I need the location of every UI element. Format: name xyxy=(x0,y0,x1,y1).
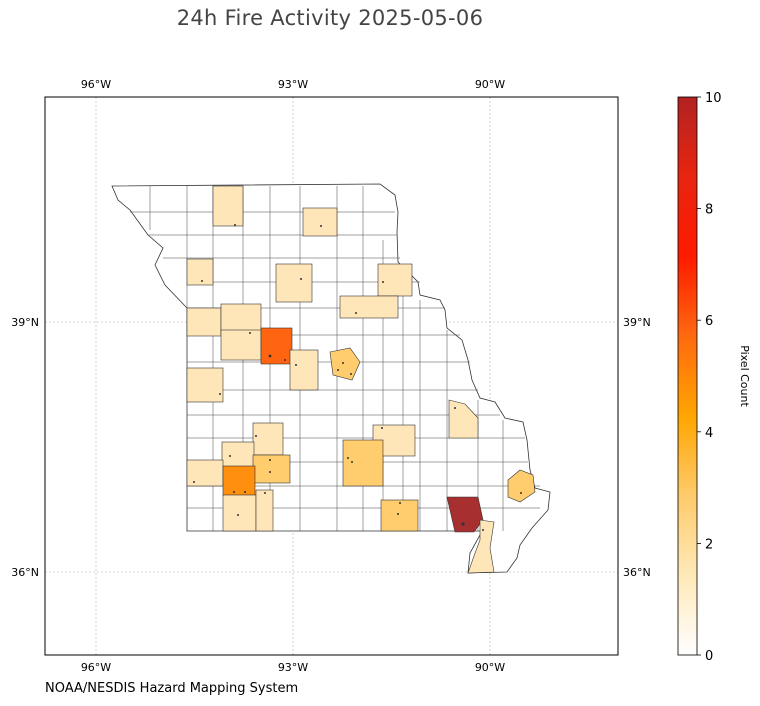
colorbar-tick-label: 4 xyxy=(705,426,713,441)
colorbar-ticks: 0 2 4 6 8 10 xyxy=(697,91,722,664)
colorbar-label: Pixel Count xyxy=(738,345,751,407)
top-lon-tick-96w: 96°W xyxy=(81,78,111,91)
bottom-lon-tick-90w: 90°W xyxy=(475,661,505,674)
county-fire-pettis xyxy=(260,327,293,365)
county-fire-johnson xyxy=(220,329,262,361)
bottom-lon-tick-96w: 96°W xyxy=(81,661,111,674)
county-fire-sullivan xyxy=(302,207,338,237)
county-fire-pemiscot xyxy=(467,519,495,574)
county-fire-stone xyxy=(222,494,257,532)
right-lat-tick-39n: 39°N xyxy=(623,316,651,329)
county-fire-jefferson xyxy=(448,399,479,439)
colorbar-tick-label: 2 xyxy=(705,537,713,552)
county-fire-buchanan xyxy=(186,258,214,286)
fire-detection-points xyxy=(193,224,522,531)
county-fire-barry xyxy=(222,465,256,497)
county-fire-polk xyxy=(252,422,284,456)
county-fire-butler xyxy=(446,496,484,533)
right-lat-tick-36n: 36°N xyxy=(623,566,651,579)
county-fire-bates xyxy=(186,367,224,403)
map-title: 24h Fire Activity 2025-05-06 xyxy=(176,6,484,30)
top-lon-tick-93w: 93°W xyxy=(278,78,308,91)
county-fire-morgan xyxy=(289,349,319,391)
county-fire-chariton xyxy=(275,263,313,303)
county-fire-greene xyxy=(252,454,291,484)
top-lon-tick-90w: 90°W xyxy=(475,78,505,91)
county-fire-ralls xyxy=(339,295,399,319)
county-fire-cedar xyxy=(221,441,255,469)
county-fire-marion xyxy=(377,263,413,297)
county-fire-lawrence xyxy=(186,459,224,487)
fire-counties-layer xyxy=(186,185,536,574)
county-fire-cole xyxy=(329,347,361,381)
county-fire-howell xyxy=(380,499,419,532)
colorbar-tick-label: 6 xyxy=(705,314,713,329)
county-fire-worth xyxy=(212,185,244,227)
colorbar-tick-label: 8 xyxy=(705,203,713,218)
data-source-credit: NOAA/NESDIS Hazard Mapping System xyxy=(45,681,299,696)
colorbar-tick-label: 10 xyxy=(705,91,722,106)
county-fire-dent xyxy=(342,439,384,487)
colorbar-tick-label: 0 xyxy=(705,649,713,664)
left-lat-tick-39n: 39°N xyxy=(11,316,39,329)
county-fire-lafayette xyxy=(220,303,262,335)
bottom-lon-tick-93w: 93°W xyxy=(278,661,308,674)
county-fire-taney xyxy=(255,489,274,532)
map-frame xyxy=(44,96,619,656)
left-lat-tick-36n: 36°N xyxy=(11,566,39,579)
county-fire-jackson xyxy=(186,307,222,337)
county-fire-cape-girardeau xyxy=(507,469,536,503)
colorbar xyxy=(677,96,698,656)
